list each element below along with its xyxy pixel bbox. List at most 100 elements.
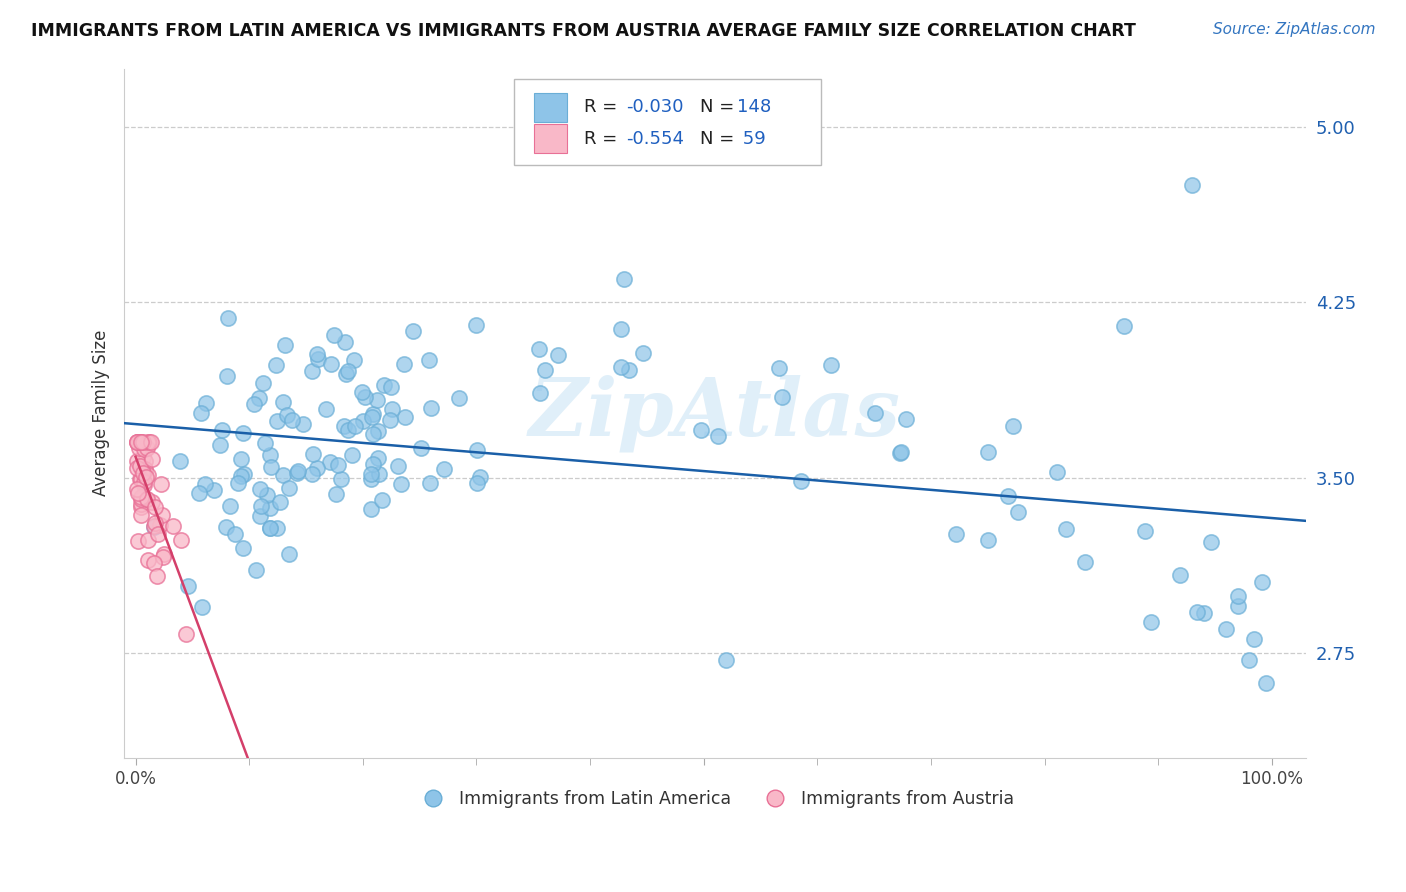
Point (125, 435, 148, 450)
Point (790, 475, 813, 489)
Point (1112, 318, 1135, 333)
Point (366, 392, 388, 407)
Point (631, 346, 654, 360)
Point (368, 467, 391, 481)
Point (249, 482, 271, 496)
Point (215, 368, 238, 383)
Point (252, 376, 274, 390)
Point (318, 455, 340, 469)
Point (387, 459, 409, 474)
Point (125, 454, 148, 468)
Y-axis label: Average Family Size: Average Family Size (93, 330, 110, 497)
Point (291, 417, 314, 432)
Point (527, 343, 550, 357)
Text: N =: N = (700, 129, 740, 147)
Point (245, 563, 267, 577)
Point (325, 487, 347, 501)
Point (232, 467, 254, 482)
Point (896, 412, 918, 426)
Point (610, 360, 633, 375)
Point (134, 464, 156, 478)
Point (143, 519, 166, 533)
Point (1170, 567, 1192, 582)
Point (323, 327, 346, 342)
Point (190, 406, 212, 420)
Point (335, 368, 357, 382)
Point (301, 364, 323, 378)
Text: Source: ZipAtlas.com: Source: ZipAtlas.com (1212, 22, 1375, 37)
Point (433, 462, 456, 476)
Point (1243, 632, 1265, 646)
Point (360, 409, 382, 424)
Point (1001, 419, 1024, 434)
Point (420, 401, 443, 415)
Point (256, 487, 278, 501)
FancyBboxPatch shape (515, 78, 821, 165)
Point (231, 468, 253, 483)
Point (378, 413, 401, 427)
Text: R =: R = (583, 98, 623, 117)
Point (352, 384, 374, 399)
Point (259, 521, 281, 535)
Point (820, 358, 842, 372)
Point (333, 418, 356, 433)
Point (132, 435, 155, 450)
Point (129, 508, 152, 522)
Point (143, 500, 166, 514)
Point (260, 459, 283, 474)
Point (945, 527, 967, 541)
Point (1256, 676, 1278, 690)
Point (344, 419, 367, 434)
Point (219, 499, 242, 513)
Point (271, 395, 294, 409)
Point (890, 445, 912, 459)
Point (1139, 615, 1161, 629)
Point (128, 459, 150, 474)
Point (214, 520, 236, 534)
Point (1199, 535, 1222, 549)
Point (367, 450, 389, 465)
Point (1046, 465, 1069, 479)
Point (307, 351, 329, 366)
Point (174, 626, 197, 640)
Point (259, 448, 281, 462)
Point (138, 435, 160, 450)
Point (274, 338, 297, 352)
Point (128, 441, 150, 455)
Point (533, 362, 555, 376)
Point (402, 324, 425, 338)
Point (617, 363, 640, 377)
Text: 59: 59 (738, 129, 766, 147)
Point (141, 494, 163, 508)
Text: N =: N = (700, 98, 740, 117)
Point (127, 461, 149, 475)
Point (1185, 605, 1208, 619)
Point (340, 448, 363, 462)
Point (997, 489, 1019, 503)
Point (195, 395, 218, 409)
Point (169, 454, 191, 468)
Point (162, 519, 184, 533)
Point (129, 497, 152, 511)
Point (707, 428, 730, 442)
Point (690, 423, 713, 437)
Point (352, 414, 374, 428)
Point (250, 499, 273, 513)
Point (373, 377, 395, 392)
Point (613, 272, 636, 286)
Point (131, 464, 153, 478)
Point (132, 450, 155, 465)
Point (770, 390, 793, 404)
Point (247, 391, 270, 405)
Point (145, 569, 167, 583)
Text: IMMIGRANTS FROM LATIN AMERICA VS IMMIGRANTS FROM AUSTRIA AVERAGE FAMILY SIZE COR: IMMIGRANTS FROM LATIN AMERICA VS IMMIGRA… (31, 22, 1136, 40)
Point (129, 490, 152, 504)
Point (249, 508, 271, 523)
Point (367, 425, 389, 439)
Point (470, 469, 492, 483)
Point (1227, 599, 1250, 613)
Point (1194, 606, 1216, 620)
Point (259, 500, 281, 515)
Point (447, 392, 470, 406)
Point (153, 548, 176, 562)
